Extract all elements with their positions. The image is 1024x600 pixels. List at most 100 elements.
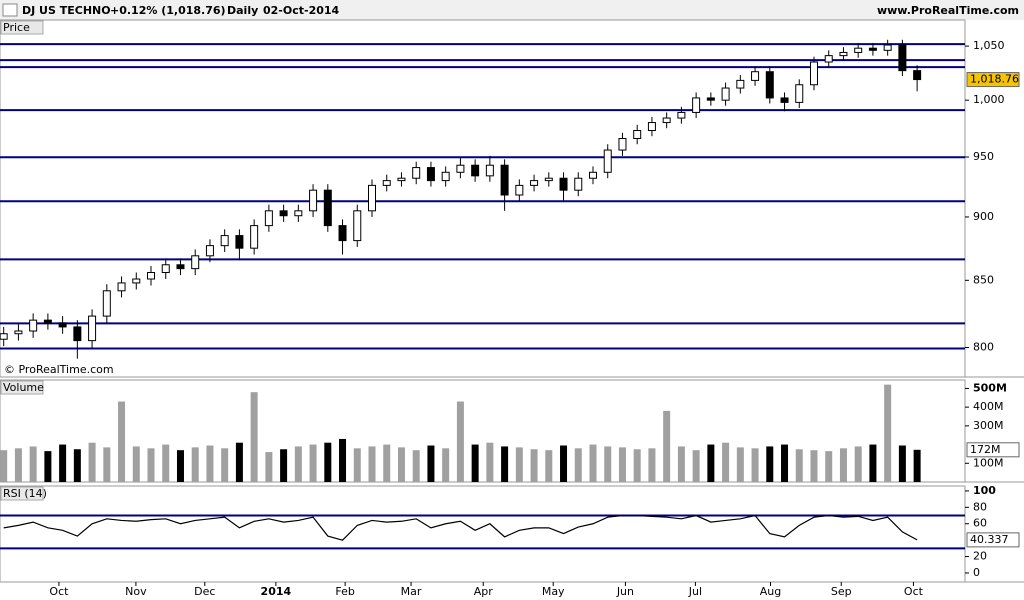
x-tick-label: Apr [474, 585, 494, 598]
volume-bar [0, 450, 8, 482]
candle-body [205, 245, 214, 257]
candle-body [264, 210, 273, 227]
volume-bar [766, 446, 774, 482]
candle-body [721, 87, 730, 101]
volume-bar [353, 448, 361, 482]
panel-label-box [0, 486, 44, 501]
volume-bar [235, 442, 243, 482]
panel-label: Price [3, 21, 30, 34]
candle-body [780, 97, 789, 103]
candle-body [382, 180, 391, 186]
candle-body [426, 167, 435, 182]
volume-bar [692, 450, 700, 482]
volume-bar [265, 452, 273, 482]
volume-bar [442, 448, 450, 482]
candle-body [692, 97, 701, 113]
volume-bar [515, 447, 523, 482]
candle-body [338, 225, 347, 242]
volume-bar [412, 450, 420, 482]
volume-bar [781, 444, 789, 482]
volume-bar [884, 384, 892, 482]
date: 02-Oct-2014 [263, 4, 340, 17]
last-value-box [966, 442, 1020, 458]
candle-body [662, 117, 671, 124]
candle-body [883, 44, 892, 51]
candle-body [191, 255, 200, 270]
candle-body [14, 330, 23, 335]
volume-bar [913, 449, 921, 482]
candle-body [43, 319, 52, 324]
candle-body [588, 171, 597, 179]
candle-body [574, 177, 583, 191]
volume-bar [88, 442, 96, 482]
y-tick-label: 500M [973, 381, 1007, 394]
candle-body [824, 55, 833, 63]
panel-frame [0, 379, 966, 483]
volume-bar [751, 448, 759, 482]
candle-body [736, 79, 745, 89]
volume-bar [574, 448, 582, 482]
y-tick-label: 400M [973, 400, 1004, 413]
y-tick-label: 80 [973, 500, 987, 513]
x-tick-label: Jun [616, 585, 634, 598]
volume-bar [221, 448, 229, 482]
volume-bar [339, 438, 347, 482]
y-tick-label: 900 [973, 210, 994, 223]
x-tick-label: May [542, 585, 565, 598]
volume-bar [869, 444, 877, 482]
panel-label-box [0, 380, 44, 395]
x-tick-label: Oct [904, 585, 924, 598]
volume-bar [103, 447, 111, 482]
candle-body [530, 180, 539, 186]
candle-body [913, 70, 922, 81]
y-tick-label: 1,000 [973, 93, 1005, 106]
x-tick-label: Oct [49, 585, 69, 598]
symbol-icon [2, 3, 18, 17]
panel-frame [0, 485, 966, 583]
volume-bar [118, 401, 126, 482]
volume-bar [250, 392, 258, 482]
candle-body [603, 149, 612, 173]
site: www.ProRealTime.com [877, 4, 1019, 17]
volume-bar [427, 445, 435, 482]
candle-body [353, 210, 362, 242]
volume-bar [132, 446, 140, 482]
candle-body [397, 177, 406, 182]
candle-body [471, 164, 480, 177]
candle-body [500, 164, 509, 196]
y-tick-label: 0 [973, 566, 980, 579]
volume-bar [795, 449, 803, 482]
volume-bar [59, 444, 67, 482]
x-tick-label: Sep [831, 585, 852, 598]
candle-body [88, 315, 97, 342]
y-tick-label: 60 [973, 517, 987, 530]
volume-bar [722, 442, 730, 482]
candle-body [294, 210, 303, 217]
x-tick-label: Feb [335, 585, 354, 598]
volume-bar [707, 444, 715, 482]
candle-body [765, 71, 774, 99]
last-value-label: 172M [970, 443, 1001, 456]
volume-bar [736, 447, 744, 482]
volume-bar [397, 447, 405, 482]
candle-body [73, 326, 82, 342]
candle-body [809, 61, 818, 86]
rsi-line [3, 514, 918, 541]
candle-body [854, 47, 863, 53]
volume-bar [663, 410, 671, 482]
candle-body [161, 264, 170, 274]
candle-body [368, 184, 377, 212]
candle-body [559, 177, 568, 191]
volume-bar [44, 451, 52, 482]
candle-body [323, 189, 332, 227]
candle-body [633, 130, 642, 140]
y-tick-label: 100 [973, 484, 996, 497]
candle-body [176, 264, 185, 270]
volume-bar [29, 446, 37, 482]
candle-body [147, 272, 156, 280]
volume-bar [280, 449, 288, 482]
volume-bar [294, 446, 302, 482]
last-value-box [966, 72, 1020, 88]
